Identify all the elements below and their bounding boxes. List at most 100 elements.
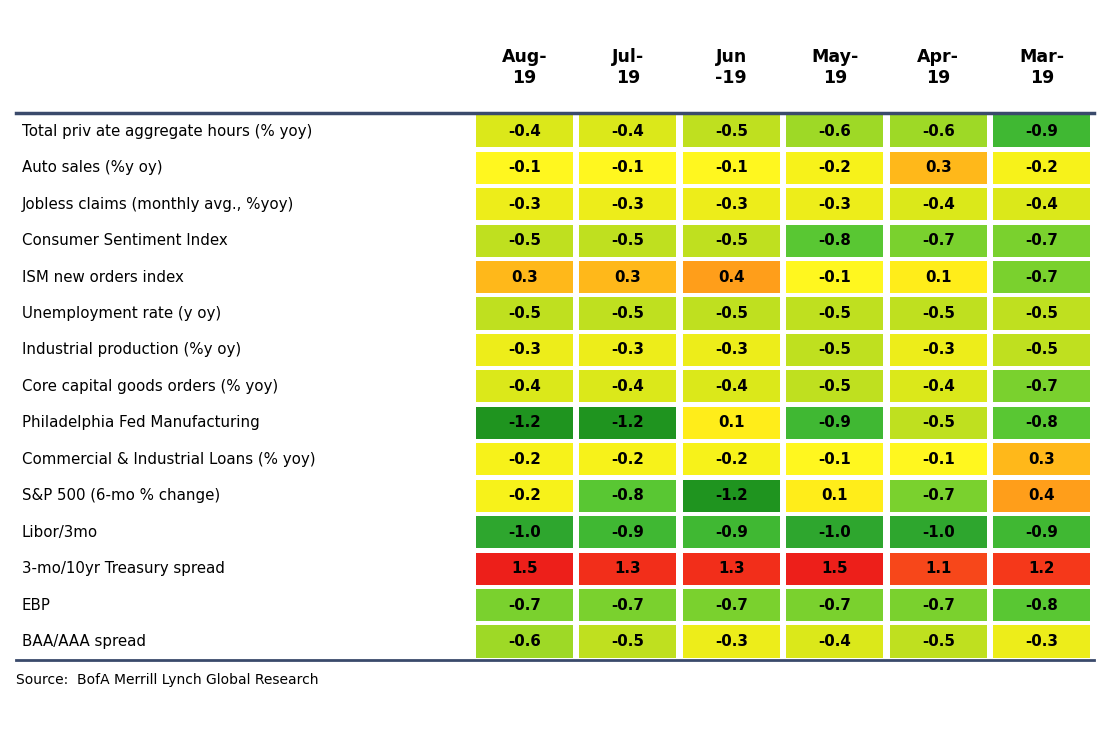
Bar [682, 261, 779, 293]
Bar [993, 407, 1090, 439]
Bar [476, 334, 573, 366]
Bar [993, 370, 1090, 402]
Text: -0.2: -0.2 [1025, 160, 1058, 175]
Text: -0.5: -0.5 [508, 233, 541, 248]
Text: -0.9: -0.9 [714, 525, 747, 539]
Text: 0.4: 0.4 [718, 270, 745, 284]
Text: 1.5: 1.5 [511, 561, 537, 576]
Text: Apr-
19: Apr- 19 [918, 48, 959, 87]
Bar [890, 553, 987, 585]
Text: -0.5: -0.5 [922, 416, 955, 430]
Text: -0.3: -0.3 [611, 197, 644, 211]
Bar [682, 625, 779, 658]
Text: Jobless claims (monthly avg., %yoy): Jobless claims (monthly avg., %yoy) [22, 197, 295, 211]
Text: BAA/AAA spread: BAA/AAA spread [22, 634, 146, 649]
Text: -0.5: -0.5 [1025, 343, 1058, 357]
Bar [579, 443, 676, 475]
Bar [786, 516, 884, 548]
Bar [682, 443, 779, 475]
Bar [786, 407, 884, 439]
Text: Commercial & Industrial Loans (% yoy): Commercial & Industrial Loans (% yoy) [22, 452, 315, 467]
Bar [993, 225, 1090, 257]
Text: Core capital goods orders (% yoy): Core capital goods orders (% yoy) [22, 379, 278, 394]
Bar [890, 625, 987, 658]
Bar [579, 553, 676, 585]
Bar [890, 297, 987, 330]
Bar [682, 188, 779, 220]
Text: -0.3: -0.3 [714, 634, 747, 649]
Text: -0.4: -0.4 [922, 379, 955, 394]
Text: -0.9: -0.9 [611, 525, 644, 539]
Text: -0.5: -0.5 [1025, 306, 1058, 321]
Bar [786, 625, 884, 658]
Text: -0.9: -0.9 [1025, 124, 1058, 139]
Text: -0.3: -0.3 [508, 197, 541, 211]
Text: -0.7: -0.7 [922, 233, 955, 248]
Bar [682, 480, 779, 512]
Text: Unemployment rate (y oy): Unemployment rate (y oy) [22, 306, 221, 321]
Bar [682, 516, 779, 548]
Text: May-
19: May- 19 [811, 48, 858, 87]
Text: 1.3: 1.3 [614, 561, 641, 576]
Bar [786, 115, 884, 147]
Bar [682, 225, 779, 257]
Text: -0.2: -0.2 [819, 160, 851, 175]
Bar [579, 152, 676, 184]
Text: -0.4: -0.4 [714, 379, 747, 394]
Bar [476, 553, 573, 585]
Bar [579, 334, 676, 366]
Text: 3-mo/10yr Treasury spread: 3-mo/10yr Treasury spread [22, 561, 225, 576]
Text: Industrial production (%y oy): Industrial production (%y oy) [22, 343, 241, 357]
Bar [993, 334, 1090, 366]
Text: -0.6: -0.6 [508, 634, 541, 649]
Bar [476, 188, 573, 220]
Bar [476, 625, 573, 658]
Bar [579, 297, 676, 330]
Text: -0.5: -0.5 [714, 124, 747, 139]
Text: -0.8: -0.8 [1025, 416, 1058, 430]
Bar [476, 407, 573, 439]
Text: 1.3: 1.3 [718, 561, 745, 576]
Bar [786, 370, 884, 402]
Text: -0.4: -0.4 [508, 379, 541, 394]
Bar [786, 225, 884, 257]
Bar [579, 480, 676, 512]
Bar [682, 297, 779, 330]
Bar [476, 589, 573, 621]
Text: -0.9: -0.9 [1025, 525, 1058, 539]
Text: -0.5: -0.5 [714, 233, 747, 248]
Text: -0.4: -0.4 [819, 634, 852, 649]
Text: Aug-
19: Aug- 19 [501, 48, 547, 87]
Text: -1.0: -1.0 [922, 525, 955, 539]
Bar [579, 625, 676, 658]
Bar [890, 334, 987, 366]
Bar [579, 115, 676, 147]
Text: 0.1: 0.1 [822, 488, 848, 503]
Text: -0.3: -0.3 [611, 343, 644, 357]
Bar [579, 516, 676, 548]
Bar [682, 553, 779, 585]
Bar [579, 407, 676, 439]
Text: -0.7: -0.7 [922, 488, 955, 503]
Bar [890, 407, 987, 439]
Text: -0.7: -0.7 [819, 598, 852, 612]
Text: S&P 500 (6-mo % change): S&P 500 (6-mo % change) [22, 488, 220, 503]
Text: -0.5: -0.5 [819, 306, 852, 321]
Text: -0.2: -0.2 [715, 452, 747, 467]
Text: -0.1: -0.1 [922, 452, 955, 467]
Bar [890, 225, 987, 257]
Text: 0.3: 0.3 [1029, 452, 1055, 467]
Text: Jun
-19: Jun -19 [715, 48, 747, 87]
Bar [786, 152, 884, 184]
Text: -0.1: -0.1 [611, 160, 644, 175]
Text: -0.4: -0.4 [1025, 197, 1058, 211]
Text: 0.3: 0.3 [925, 160, 952, 175]
Bar [476, 516, 573, 548]
Bar [786, 188, 884, 220]
Text: -0.7: -0.7 [922, 598, 955, 612]
Text: Philadelphia Fed Manufacturing: Philadelphia Fed Manufacturing [22, 416, 259, 430]
Bar [890, 516, 987, 548]
Bar [993, 261, 1090, 293]
Text: -1.0: -1.0 [508, 525, 541, 539]
Bar [682, 115, 779, 147]
